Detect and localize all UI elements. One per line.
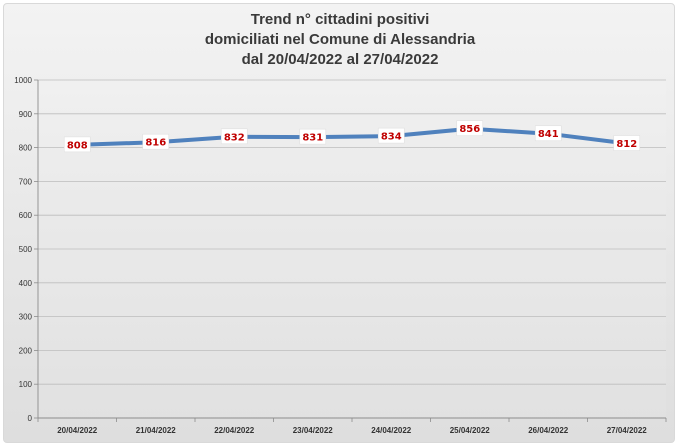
- data-label-box: [377, 127, 405, 144]
- x-tick-label: 24/04/2022: [371, 426, 412, 435]
- y-tick-label: 300: [19, 313, 33, 322]
- x-tick-label: 23/04/2022: [293, 426, 334, 435]
- data-label-box: [456, 120, 484, 136]
- y-tick-label: 600: [19, 211, 33, 220]
- data-label: 816: [145, 138, 166, 149]
- chart-title-line-1: Trend n° cittadini positivi: [250, 11, 430, 28]
- x-tick-label: 27/04/2022: [607, 426, 648, 435]
- data-label: 808: [67, 140, 88, 151]
- x-tick-label: 25/04/2022: [450, 426, 491, 435]
- chart-frame: Trend n° cittadini positivi domiciliati …: [3, 3, 675, 443]
- chart-title-line-3: dal 20/04/2022 al 27/04/2022: [241, 51, 439, 68]
- y-tick-label: 0: [28, 414, 33, 423]
- y-tick-label: 800: [19, 144, 33, 153]
- y-tick-label: 900: [19, 110, 33, 119]
- data-label-box: [299, 128, 327, 145]
- y-tick-label: 400: [19, 279, 33, 288]
- y-tick-label: 100: [19, 380, 33, 389]
- y-tick-label: 200: [19, 346, 33, 355]
- y-tick-label: 1000: [14, 76, 32, 85]
- chart-title-line-2: domiciliati nel Comune di Alessandria: [204, 31, 476, 48]
- data-label-box: [220, 128, 248, 145]
- data-label: 856: [459, 124, 480, 135]
- data-label: 831: [302, 133, 323, 144]
- data-label: 812: [616, 139, 637, 150]
- data-label-box: [534, 125, 562, 142]
- data-label-box: [613, 135, 641, 151]
- data-label: 832: [224, 132, 245, 143]
- data-label-box: [63, 136, 91, 153]
- x-tick-label: 26/04/2022: [528, 426, 569, 435]
- data-label: 841: [538, 129, 559, 140]
- x-tick-label: 21/04/2022: [136, 426, 177, 435]
- data-label: 834: [381, 132, 402, 143]
- x-tick-label: 20/04/2022: [57, 426, 98, 435]
- y-tick-label: 500: [19, 245, 33, 254]
- x-tick-label: 22/04/2022: [214, 426, 255, 435]
- data-label-box: [142, 133, 170, 150]
- y-tick-label: 700: [19, 177, 33, 186]
